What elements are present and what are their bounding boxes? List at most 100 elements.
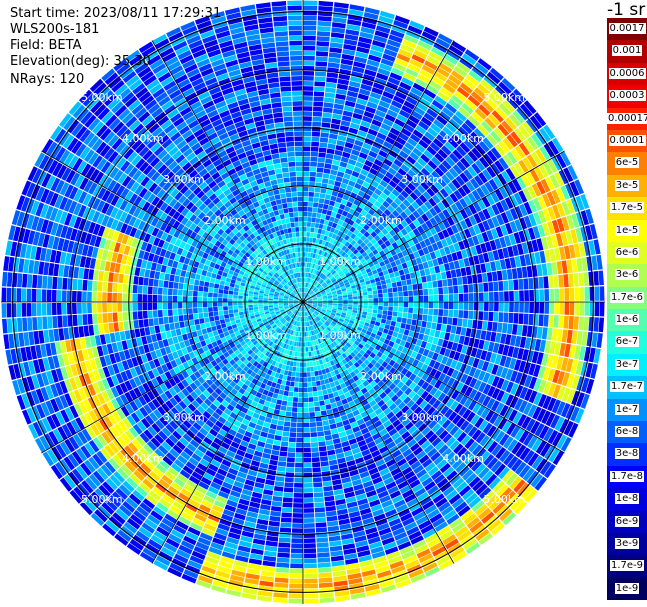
range-gate-cell <box>328 267 333 272</box>
range-gate-cell <box>341 53 355 61</box>
range-gate-cell <box>415 197 424 207</box>
range-gate-cell <box>303 86 314 91</box>
range-gate-cell <box>422 348 430 357</box>
range-gate-cell <box>329 47 343 54</box>
range-gate-cell <box>585 208 594 224</box>
range-gate-cell <box>313 482 323 488</box>
range-gate-cell <box>266 535 279 542</box>
range-gate-cell <box>391 316 397 322</box>
range-gate-cell <box>573 273 579 287</box>
range-gate-cell <box>450 269 457 278</box>
range-gate-cell <box>599 286 605 301</box>
range-gate-cell <box>308 262 312 268</box>
range-gate-cell <box>293 488 303 493</box>
range-gate-cell <box>295 372 300 377</box>
range-gate-cell <box>321 229 326 235</box>
range-gate-cell <box>288 598 303 604</box>
range-gate-cell <box>326 148 335 155</box>
range-gate-cell <box>327 273 333 279</box>
range-gate-cell <box>366 241 373 248</box>
range-gate-cell <box>332 391 339 398</box>
range-gate-cell <box>483 75 498 88</box>
range-gate-cell <box>541 353 549 366</box>
range-gate-cell <box>415 242 422 251</box>
range-gate-cell <box>478 292 484 302</box>
range-gate-cell <box>523 215 532 228</box>
range-gate-cell <box>429 329 436 337</box>
range-gate-cell <box>421 135 432 146</box>
range-gate-cell <box>264 545 278 552</box>
range-gate-cell <box>373 325 380 331</box>
range-gate-cell <box>308 302 313 303</box>
range-gate-cell <box>568 422 579 438</box>
range-gate-cell <box>295 367 300 372</box>
range-gate-cell <box>448 244 456 254</box>
range-gate-cell <box>320 310 326 314</box>
range-gate-cell <box>339 215 346 222</box>
range-gate-cell <box>283 421 291 427</box>
range-gate-cell <box>309 166 317 172</box>
range-gate-cell <box>339 283 345 288</box>
range-gate-cell <box>403 267 410 275</box>
range-gate-cell <box>314 227 319 234</box>
range-gate-cell <box>362 261 368 267</box>
range-gate-cell <box>317 304 323 307</box>
range-gate-cell <box>291 528 303 534</box>
range-gate-cell <box>443 302 449 310</box>
range-gate-cell <box>343 43 357 51</box>
range-gate-cell <box>298 392 303 398</box>
range-gate-cell <box>585 378 595 394</box>
range-gate-cell <box>303 422 310 428</box>
range-gate-cell <box>546 235 554 249</box>
range-gate-cell <box>362 164 371 172</box>
range-gate-cell <box>495 201 505 214</box>
range-gate-cell <box>439 331 446 340</box>
range-gate-cell <box>408 290 414 297</box>
range-gate-cell <box>307 296 311 300</box>
range-gate-cell <box>583 316 590 331</box>
range-gate-cell <box>335 285 341 290</box>
range-gate-cell <box>368 323 375 329</box>
range-gate-cell <box>531 183 542 197</box>
range-gate-cell <box>376 132 387 141</box>
range-gate-cell <box>563 315 569 329</box>
range-gate-cell <box>401 317 407 324</box>
range-gate-cell <box>415 353 423 361</box>
range-gate-cell <box>398 307 404 313</box>
range-gate-cell <box>347 19 362 27</box>
range-gate-cell <box>492 342 500 354</box>
range-gate-cell <box>326 309 332 313</box>
range-gate-cell <box>432 280 438 288</box>
range-gate-cell <box>370 238 377 245</box>
range-gate-cell <box>315 51 329 57</box>
range-gate-cell <box>373 294 378 299</box>
range-gate-cell <box>409 58 423 69</box>
range-gate-cell <box>500 367 509 379</box>
range-gate-cell <box>536 264 543 277</box>
range-gate-cell <box>376 196 385 204</box>
range-gate-cell <box>519 386 529 400</box>
range-gate-cell <box>373 273 380 279</box>
range-gate-cell <box>324 97 335 104</box>
range-gate-cell <box>367 234 374 242</box>
range-gate-cell <box>328 300 333 302</box>
range-gate-cell <box>453 260 460 269</box>
range-gate-cell <box>289 583 303 589</box>
range-gate-cell <box>271 449 280 456</box>
range-gate-cell <box>332 293 337 296</box>
range-gate-cell <box>318 441 326 447</box>
range-gate-cell <box>341 310 347 314</box>
range-gate-cell <box>403 302 409 308</box>
range-gate-cell <box>418 139 429 149</box>
range-gate-cell <box>552 204 561 219</box>
range-gate-cell <box>478 104 491 117</box>
range-gate-cell <box>327 221 334 227</box>
range-gate-cell <box>533 378 542 392</box>
range-gate-cell <box>368 302 373 306</box>
range-gate-cell <box>539 146 551 161</box>
range-gate-cell <box>491 375 500 387</box>
range-gate-cell <box>313 281 318 286</box>
range-gate-cell <box>327 305 333 309</box>
range-gate-cell <box>505 381 514 394</box>
range-gate-cell <box>384 86 397 95</box>
